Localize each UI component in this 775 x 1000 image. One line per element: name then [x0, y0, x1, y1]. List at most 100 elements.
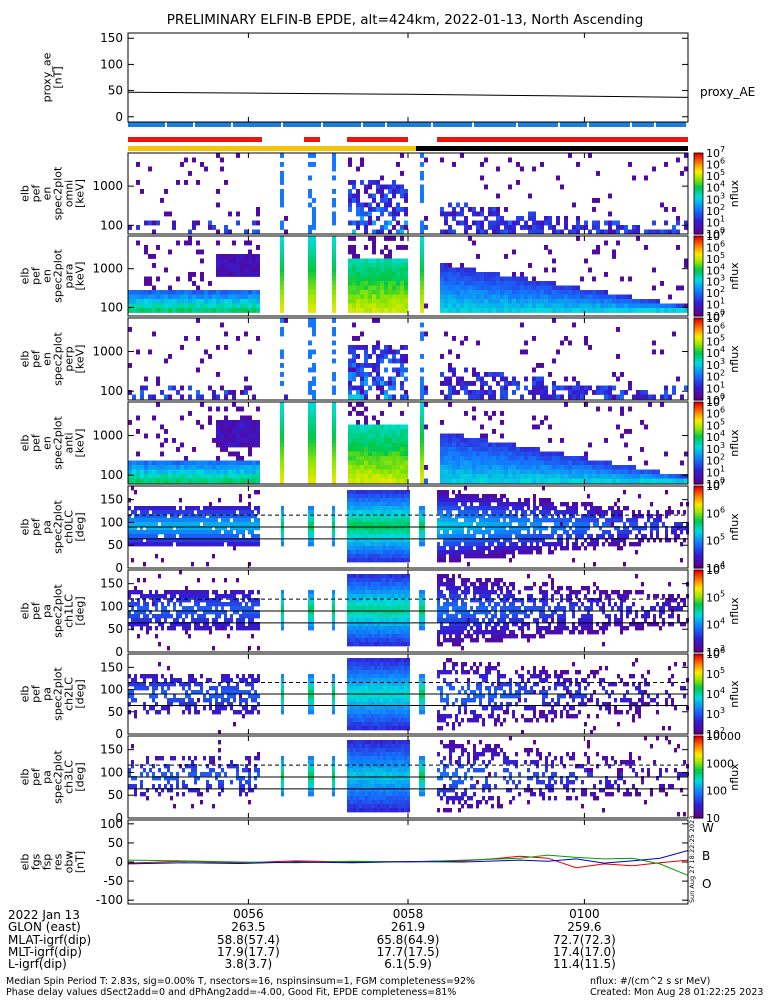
spec-cell	[372, 198, 376, 203]
spec-cell	[384, 424, 388, 430]
spec-cell	[196, 465, 200, 470]
pa-cell	[383, 538, 386, 543]
spec-cell	[172, 465, 176, 470]
pa-cell	[611, 518, 614, 523]
colorbar-swatch	[694, 451, 703, 454]
pa-cell	[245, 510, 248, 515]
spec-cell	[256, 406, 260, 412]
pa-cell	[254, 538, 257, 543]
pa-cell	[545, 510, 548, 515]
pa-cell	[248, 518, 251, 523]
spec-cell	[356, 276, 360, 282]
spec-cell	[536, 294, 540, 300]
spec-cell	[388, 263, 392, 268]
pa-cell	[368, 526, 371, 531]
spec-cell	[404, 272, 408, 277]
spec-cell	[492, 229, 496, 235]
spec-cell	[604, 240, 608, 246]
spec-cell	[656, 478, 660, 484]
spec-cell	[244, 267, 248, 273]
pa-cell	[140, 618, 143, 623]
pa-cell	[182, 530, 185, 535]
pa-cell	[203, 542, 206, 547]
spec-cell	[676, 220, 680, 226]
spec-cell	[224, 290, 228, 295]
spec-cell	[624, 469, 628, 475]
pa-cell	[134, 514, 137, 519]
spec-cell	[480, 478, 484, 484]
pa-cell	[158, 574, 161, 579]
pa-cell	[635, 514, 638, 519]
pa-cell	[191, 514, 194, 519]
spec-cell	[388, 469, 392, 475]
spec-cell	[280, 245, 284, 250]
pa-cell	[401, 510, 404, 515]
spec-cell	[440, 420, 444, 425]
spec-cell	[188, 474, 192, 479]
spec-cell	[136, 469, 140, 475]
pa-cell	[626, 526, 629, 531]
spec-cell	[256, 229, 260, 235]
spec-cell	[160, 451, 164, 457]
spec-cell	[368, 281, 372, 286]
pa-cell	[494, 530, 497, 535]
spec-cell	[144, 276, 148, 282]
spec-cell	[192, 460, 196, 466]
spec-cell	[548, 474, 552, 479]
spec-cell	[508, 308, 512, 313]
spec-pef-en-2-cbar-label: nflux	[728, 262, 741, 290]
spec-cell	[628, 478, 632, 484]
spec-cell	[464, 276, 468, 282]
spec-cell	[388, 211, 392, 217]
colorbar-swatch	[694, 270, 703, 273]
spec-cell	[480, 381, 484, 386]
spec-cell	[192, 303, 196, 309]
spec-cell	[200, 276, 204, 282]
spec-cell	[188, 171, 192, 176]
spec-cell	[524, 456, 528, 461]
spec-cell	[356, 254, 360, 259]
spec-cell	[584, 460, 588, 466]
pa-cell	[134, 526, 137, 531]
spec-cell	[376, 394, 380, 400]
spec-cell	[500, 308, 504, 313]
spec-cell	[472, 281, 476, 286]
pa-cell	[632, 522, 635, 527]
pa-cell	[536, 514, 539, 519]
spec-cell	[332, 385, 336, 391]
pa-cell	[608, 522, 611, 527]
pa-cell	[467, 530, 470, 535]
spec-cell	[420, 381, 424, 386]
spec-cell	[348, 285, 352, 291]
spec-cell	[620, 303, 624, 309]
pa-cell	[170, 510, 173, 515]
pa-cell	[191, 526, 194, 531]
spec-cell	[308, 406, 312, 412]
pa-cell	[653, 526, 656, 531]
colorbar-swatch	[694, 379, 703, 383]
spec-cell	[248, 424, 252, 430]
pa-cell	[518, 502, 521, 507]
pa-cell	[398, 558, 401, 563]
spec-cell	[496, 442, 500, 448]
pa-cell	[146, 622, 149, 627]
spec-cell	[184, 294, 188, 300]
pa-cell	[359, 518, 362, 523]
spec-cell	[512, 381, 516, 386]
pa-cell	[161, 538, 164, 543]
pa-cell	[242, 538, 245, 543]
pa-cell	[146, 518, 149, 523]
spec-cell	[216, 424, 220, 430]
spec-cell	[360, 451, 364, 457]
spec-cell	[388, 433, 392, 439]
spec-cell	[492, 211, 496, 217]
spec-cell	[452, 336, 456, 341]
pa-cell	[422, 518, 425, 523]
spec-cell	[448, 363, 452, 368]
spec-cell	[360, 202, 364, 208]
spec-cell	[516, 456, 520, 461]
pa-cell	[386, 558, 389, 563]
spec-cell	[396, 442, 400, 448]
pa-cell	[212, 554, 215, 559]
pa-cell	[134, 610, 137, 615]
